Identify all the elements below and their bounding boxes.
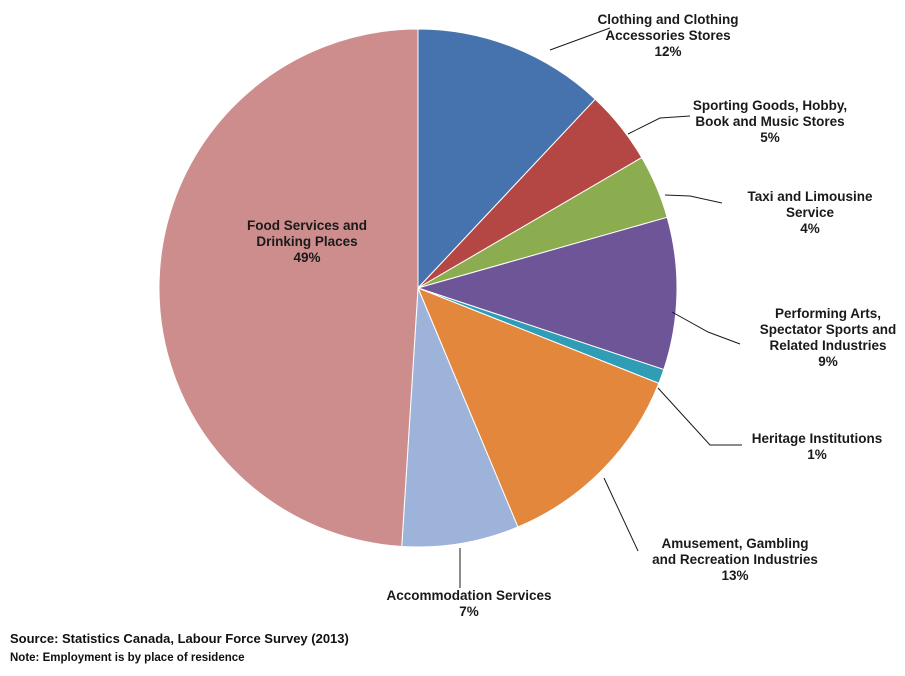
slice-label-5: Heritage Institutions 1% <box>752 431 883 462</box>
pie-slice-4 <box>416 216 678 371</box>
employment-note: Note: Employment is by place of residenc… <box>10 652 245 664</box>
slice-category-label: Taxi and Limousine <box>747 189 873 204</box>
pie-slice-7 <box>401 287 519 548</box>
pie-slice-6 <box>417 287 660 528</box>
pie-slices <box>158 28 678 548</box>
pie-slice-1 <box>417 28 597 290</box>
slice-percent-label: 12% <box>654 44 681 59</box>
slice-category-label: Service <box>786 205 835 220</box>
slice-percent-label: 49% <box>293 250 320 265</box>
slice-category-label: Accessories Stores <box>605 28 730 43</box>
slice-label-1: Clothing and Clothing Accessories Stores 1… <box>598 12 739 59</box>
slice-category-label: Related Industries <box>769 338 886 353</box>
slice-label-4: Performing Arts, Spectator Sports and Rela… <box>760 306 897 369</box>
slice-category-label: Spectator Sports and <box>760 322 897 337</box>
slice-label-8: Food Services and Drinking Places 49% <box>247 218 367 265</box>
slice-category-label: Performing Arts, <box>775 306 881 321</box>
source-note: Source: Statistics Canada, Labour Force … <box>10 631 349 646</box>
slice-category-label: Clothing and Clothing <box>598 12 739 27</box>
leader-line-6 <box>603 477 639 552</box>
slice-category-label: Book and Music Stores <box>695 114 844 129</box>
slice-label-3: Taxi and Limousine Service 4% <box>747 189 873 236</box>
slice-category-label: Amusement, Gambling <box>661 536 808 551</box>
slice-percent-label: 9% <box>818 354 838 369</box>
pie-labels: Clothing and Clothing Accessories Stores 1… <box>247 12 896 619</box>
slice-percent-label: 5% <box>760 130 780 145</box>
leader-line-1 <box>549 27 611 51</box>
slice-label-2: Sporting Goods, Hobby, Book and Music Sto… <box>693 98 847 145</box>
slice-percent-label: 13% <box>721 568 748 583</box>
slice-category-label: Drinking Places <box>256 234 357 249</box>
pie-slice-8 <box>158 28 419 548</box>
leader-line-4 <box>671 311 741 345</box>
slice-category-label: and Recreation Industries <box>652 552 818 567</box>
slice-label-6: Amusement, Gambling and Recreation Indust… <box>652 536 818 583</box>
leader-line-2 <box>627 115 691 135</box>
slice-percent-label: 7% <box>459 604 479 619</box>
slice-category-label: Food Services and <box>247 218 367 233</box>
slice-percent-label: 1% <box>807 447 827 462</box>
slice-category-label: Heritage Institutions <box>752 431 883 446</box>
slice-category-label: Sporting Goods, Hobby, <box>693 98 847 113</box>
slice-label-7: Accommodation Services 7% <box>386 588 551 619</box>
slice-percent-label: 4% <box>800 221 820 236</box>
leader-line-3 <box>664 194 723 204</box>
leader-line-5 <box>657 387 742 446</box>
slice-category-label: Accommodation Services <box>386 588 551 603</box>
